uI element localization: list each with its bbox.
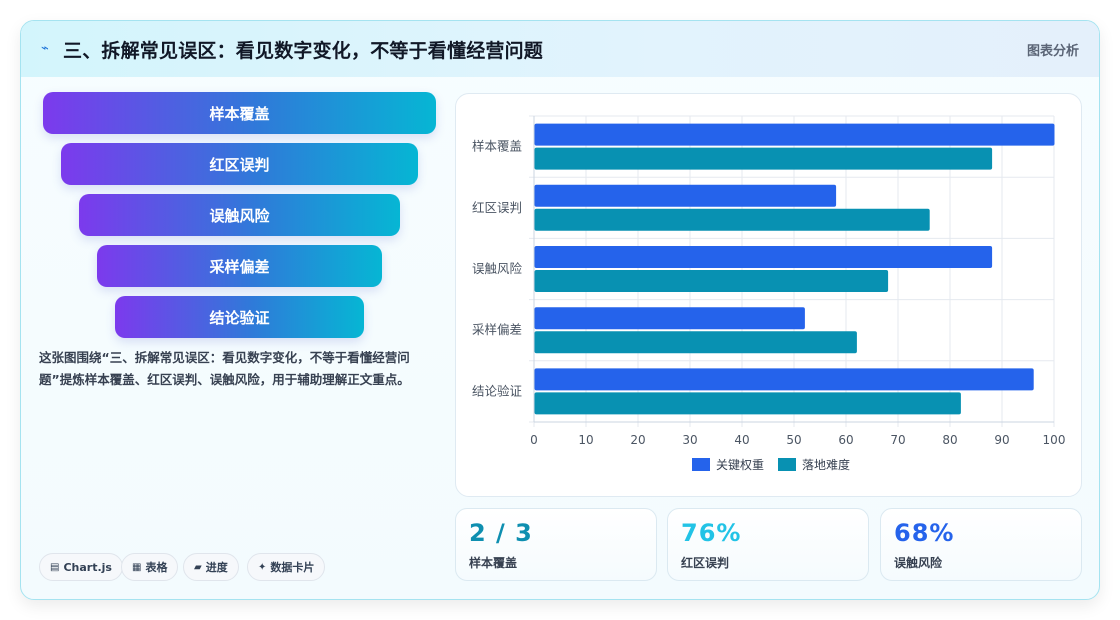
- bar: [534, 368, 1034, 391]
- chip-label: 数据卡片: [270, 561, 315, 574]
- legend-label: 落地难度: [802, 457, 850, 472]
- bar: [534, 246, 993, 268]
- kpi-value: 2 / 3: [469, 519, 533, 547]
- kpi-value: 68%: [894, 519, 955, 547]
- bar-chart: 0 10 20 30 40 50 60 70 80 90 100 样本覆盖红区误判误触风险采样偏差结论…: [472, 115, 1066, 472]
- kpi-card: 76% 红区误判: [667, 508, 869, 581]
- bar: [534, 147, 993, 170]
- kpi-value: 76%: [681, 519, 742, 547]
- kpi-card: 68% 误触风险: [880, 508, 1082, 581]
- kpi-label: 红区误判: [681, 556, 730, 570]
- funnel-step: 红区误判: [61, 143, 418, 185]
- kpi-label: 误触风险: [894, 556, 943, 570]
- x-tick-label: 40: [734, 433, 749, 447]
- x-tick-label: 90: [994, 433, 1009, 447]
- y-tick-label: 结论验证: [472, 383, 523, 398]
- y-tick-label: 误触风险: [472, 261, 523, 276]
- funnel-step: 误触风险: [79, 194, 400, 236]
- x-tick-label: 60: [838, 433, 853, 447]
- bar: [534, 270, 889, 292]
- kpi-label: 样本覆盖: [469, 556, 518, 570]
- chart-description: 这张图围绕“三、拆解常见误区：看见数字变化，不等于看懂经营问题”提炼样本覆盖、红…: [39, 350, 410, 387]
- header-tag: 图表分析: [1026, 44, 1079, 59]
- chip-label: 进度: [205, 561, 228, 574]
- funnel-step: 样本覆盖: [43, 92, 436, 134]
- x-tick-label: 20: [630, 433, 645, 447]
- funnel-step: 结论验证: [115, 296, 364, 338]
- kpi-card: 2 / 3 样本覆盖: [455, 508, 657, 581]
- funnel-step: 采样偏差: [97, 245, 382, 287]
- x-tick-label: 100: [1043, 433, 1066, 447]
- bar: [534, 307, 805, 330]
- card-header: ⌁ 三、拆解常见误区：看见数字变化，不等于看懂经营问题 图表分析: [21, 21, 1099, 77]
- y-tick-label: 采样偏差: [472, 322, 522, 337]
- lightning-icon: ⌁: [41, 41, 49, 56]
- chip-progress[interactable]: ▰ 进度: [183, 553, 239, 581]
- chip-data-card[interactable]: ✦ 数据卡片: [247, 553, 326, 581]
- legend-swatch: [778, 458, 796, 471]
- y-tick-label: 红区误判: [472, 200, 522, 215]
- main-card: ⌁ 三、拆解常见误区：看见数字变化，不等于看懂经营问题 图表分析 样本覆盖 红区…: [20, 20, 1100, 600]
- bar: [534, 392, 961, 415]
- table-icon: ▦: [132, 561, 142, 573]
- legend-label: 关键权重: [716, 458, 764, 472]
- bar: [534, 123, 1055, 146]
- x-tick-label: 50: [786, 433, 801, 447]
- sparkle-icon: ✦: [258, 561, 267, 573]
- chip-label: 表格: [145, 561, 168, 574]
- page-title: 三、拆解常见误区：看见数字变化，不等于看懂经营问题: [63, 40, 544, 62]
- progress-icon: ▰: [194, 561, 202, 573]
- x-tick-label: 30: [682, 433, 697, 447]
- chip-chartjs[interactable]: ▤ Chart.js: [39, 553, 123, 581]
- x-tick-label: 70: [890, 433, 905, 447]
- chip-label: Chart.js: [63, 560, 112, 574]
- x-tick-label: 0: [530, 433, 538, 447]
- bar: [534, 184, 837, 207]
- x-tick-label: 10: [578, 433, 593, 447]
- chip-table[interactable]: ▦ 表格: [121, 553, 179, 581]
- y-tick-label: 样本覆盖: [472, 139, 522, 154]
- chart-icon: ▤: [50, 561, 60, 573]
- chart-panel: 0 10 20 30 40 50 60 70 80 90 100 样本覆盖红区误判误触风险采样偏差结论…: [455, 93, 1082, 497]
- x-tick-label: 80: [942, 433, 957, 447]
- bar: [534, 208, 930, 231]
- bar: [534, 331, 857, 354]
- legend-swatch: [692, 458, 710, 471]
